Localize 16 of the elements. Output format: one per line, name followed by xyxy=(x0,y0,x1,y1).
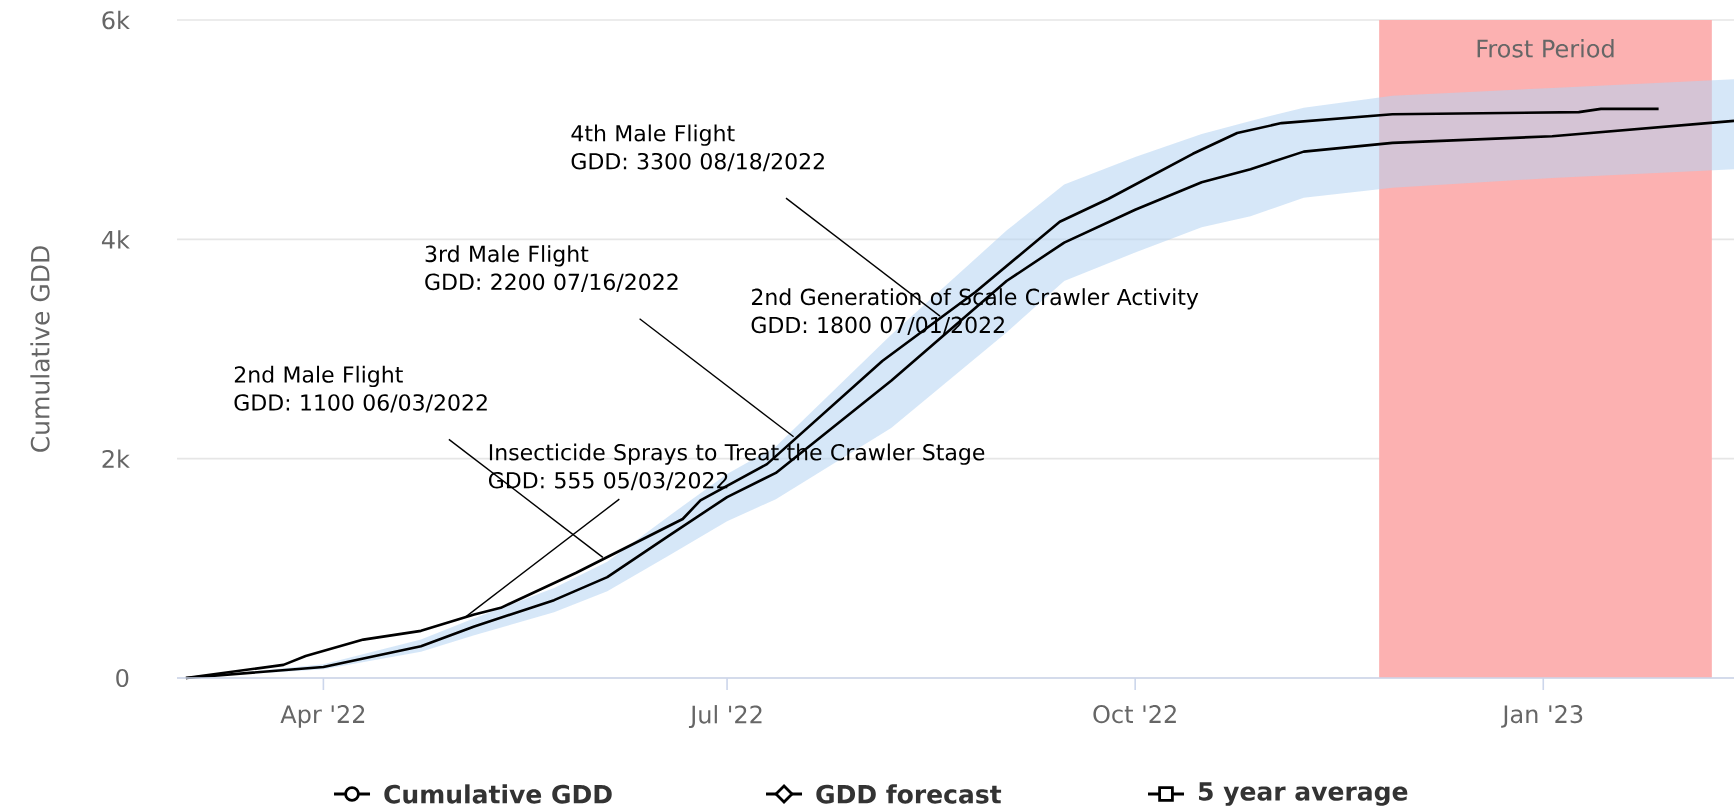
x-tick-label: Apr '22 xyxy=(280,705,365,728)
band-label: Frost Period xyxy=(1477,39,1614,58)
annotation: 2nd Male Flight GDD: 1100 06/03/2022 xyxy=(234,365,487,413)
annotation: 4th Male Flight GDD: 3300 08/18/2022 xyxy=(571,124,824,172)
legend-label: Cumulative GDD xyxy=(384,784,612,804)
annotation: 3rd Male Flight GDD: 2200 07/16/2022 xyxy=(425,245,678,292)
y-tick-label: 6k xyxy=(102,10,130,30)
x-tick-label: Jan '23 xyxy=(1501,705,1583,728)
x-tick-label: Oct '22 xyxy=(1093,705,1176,724)
y-tick-label: 0 xyxy=(116,668,129,688)
y-axis-title: Cumulative GDD xyxy=(30,246,50,452)
legend-label: 5 year average xyxy=(1198,782,1408,806)
y-tick-label: 4k xyxy=(101,230,130,249)
x-tick-label: Jul '22 xyxy=(688,705,762,729)
legend-label: GDD forecast xyxy=(816,784,1002,804)
y-tick-label: 2k xyxy=(102,449,130,468)
